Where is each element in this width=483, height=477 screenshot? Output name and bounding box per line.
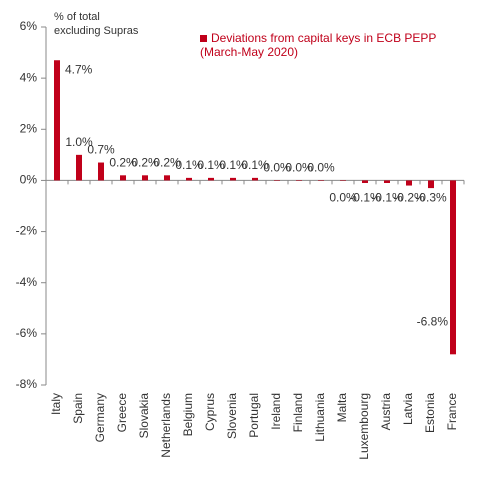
bar [54, 60, 60, 181]
x-tick-label: Italy [49, 393, 63, 415]
bar [384, 180, 390, 183]
x-tick-label: Spain [71, 393, 85, 424]
data-label: 4.7% [65, 62, 93, 76]
y-axis-label: % of total excluding Supras [54, 11, 139, 37]
x-tick-label: Luxembourg [357, 393, 371, 460]
x-tick-label: Austria [379, 393, 393, 431]
bar [296, 180, 302, 181]
data-label: 0.1% [219, 158, 247, 172]
data-label: 0.7% [87, 143, 115, 157]
bar [362, 180, 368, 183]
data-label: -0.3% [415, 191, 447, 205]
x-tick-label: Slovakia [137, 393, 151, 439]
bar [406, 180, 412, 186]
bar [450, 180, 456, 355]
x-tick-label: Latvia [401, 393, 415, 425]
x-tick-label: Finland [291, 393, 305, 432]
y-tick-label: 6% [20, 19, 38, 33]
x-tick-label: Belgium [181, 393, 195, 436]
x-tick-label: Ireland [269, 393, 283, 430]
data-label: 0.0% [307, 161, 335, 175]
x-tick-label: Estonia [423, 393, 437, 433]
bar [120, 175, 126, 181]
data-label: 0.0% [263, 161, 291, 175]
legend: Deviations from capital keys in ECB PEPP… [200, 31, 460, 59]
x-tick-label: Slovenia [225, 393, 239, 439]
bar [230, 177, 236, 181]
bar [208, 177, 214, 181]
x-tick-label: Germany [93, 393, 107, 442]
y-tick-label: -2% [16, 224, 38, 238]
y-tick-label: -6% [16, 326, 38, 340]
bar [274, 180, 280, 181]
bar [252, 177, 258, 181]
legend-label: Deviations from capital keys in ECB PEPP… [200, 31, 437, 59]
data-label: 0.2% [153, 155, 181, 169]
bar [428, 180, 434, 189]
x-tick-label: Cyprus [203, 393, 217, 431]
x-tick-label: Malta [335, 393, 349, 423]
bar [186, 177, 192, 181]
bar [142, 175, 148, 181]
data-label: 0.0% [285, 161, 313, 175]
x-tick-label: Lithuania [313, 393, 327, 442]
x-tick-label: Netherlands [159, 393, 173, 458]
data-label: 1.0% [65, 135, 93, 149]
bar [318, 180, 324, 181]
data-label: 0.1% [197, 158, 225, 172]
data-label: 0.1% [175, 158, 203, 172]
data-label: 0.0% [329, 191, 357, 205]
data-label: 0.1% [241, 158, 269, 172]
y-tick-label: -8% [16, 377, 38, 391]
y-tick-label: -4% [16, 275, 38, 289]
bar [76, 154, 82, 181]
data-label: 0.2% [109, 155, 137, 169]
bar [340, 180, 346, 181]
bar [98, 162, 104, 181]
y-tick-label: 2% [20, 121, 38, 135]
x-tick-label: Greece [115, 393, 129, 433]
x-tick-label: Portugal [247, 393, 261, 438]
x-tick-label: France [445, 393, 459, 431]
data-label: -6.8% [417, 314, 449, 328]
data-label: -0.1% [371, 191, 403, 205]
data-label: -0.2% [393, 191, 425, 205]
y-tick-label: 0% [20, 173, 38, 187]
bar [164, 175, 170, 181]
data-label: -0.1% [349, 191, 381, 205]
data-label: 0.2% [131, 155, 159, 169]
y-tick-label: 4% [20, 70, 38, 84]
legend-swatch [200, 35, 207, 42]
